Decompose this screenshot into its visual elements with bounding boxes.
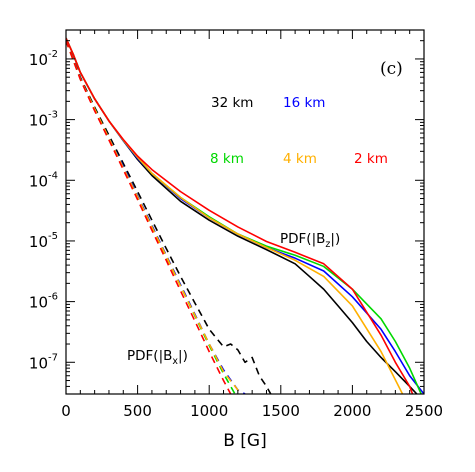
annotation-pdf-bx-suffix: |) [178, 348, 188, 364]
series-line-bz-8km [66, 37, 422, 394]
annotation-pdf-bx-prefix: PDF(|B [127, 348, 172, 364]
plot-frame [65, 29, 425, 395]
legend-label-4km: 4 km [283, 151, 317, 167]
y-tick-label: 10-4 [29, 170, 58, 190]
series-line-bx-2km [66, 40, 232, 394]
x-tick-label: 1000 [190, 402, 228, 420]
legend-label-2km: 2 km [354, 151, 388, 167]
x-tick-label: 1500 [262, 402, 300, 420]
x-axis-title: B [G] [223, 431, 267, 451]
y-tick-label: 10-3 [29, 110, 58, 130]
y-tick-label: 10-6 [29, 292, 58, 312]
x-tick-label: 2000 [333, 402, 371, 420]
x-tick-label: 500 [123, 402, 152, 420]
annotation-pdf-bz-prefix: PDF(|B [280, 231, 325, 247]
ticks-layer: 0 500 1000 1500 2000 2500 10-7 10-6 10-5 10-4 10-3… [29, 29, 443, 420]
annotation-pdf-bz: PDF(|Bz|) [280, 231, 340, 250]
annotation-pdf-bz-suffix: |) [330, 231, 340, 247]
series-line-bz-4km [66, 37, 404, 394]
panel-label: (c) [380, 59, 403, 79]
legend-label-16km: 16 km [283, 95, 325, 111]
series-line-bx-32km [66, 40, 272, 394]
legend-label-8km: 8 km [210, 151, 244, 167]
series-line-bz-16km [66, 37, 424, 394]
annotation-pdf-bx: PDF(|Bx|) [127, 348, 188, 367]
x-tick-label: 2500 [405, 402, 443, 420]
legend: 32 km 16 km 8 km 4 km 2 km [210, 95, 388, 167]
series-layer [66, 37, 424, 394]
series-line-bz-2km [66, 37, 414, 394]
legend-label-32km: 32 km [211, 95, 253, 111]
y-tick-label: 10-2 [29, 49, 58, 69]
annotation-pdf-bz-sub: z [325, 239, 330, 250]
y-tick-label: 10-5 [29, 231, 58, 251]
series-line-bx-4km [66, 40, 242, 394]
x-tick-label: 0 [61, 402, 71, 420]
series-line-bz-32km [66, 37, 418, 394]
y-tick-label: 10-7 [29, 352, 58, 372]
annotation-pdf-bx-sub: x [172, 356, 178, 367]
